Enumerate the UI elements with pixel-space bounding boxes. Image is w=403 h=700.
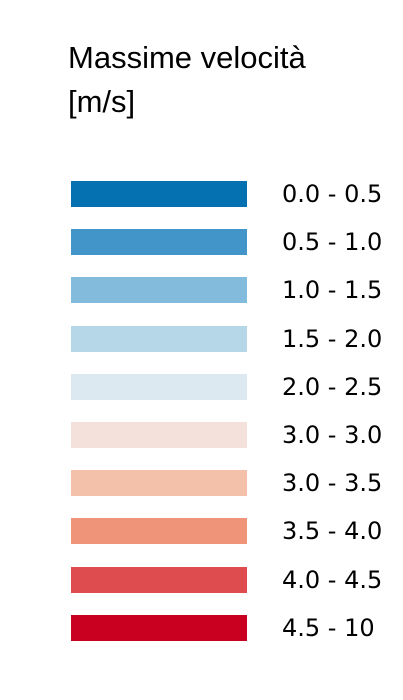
legend-list: 0.0 - 0.5 0.5 - 1.0 1.0 - 1.5 1.5 - 2.0 … xyxy=(71,175,401,657)
legend-swatch xyxy=(71,421,247,448)
legend-title-line-1: Massime velocità xyxy=(68,40,306,75)
legend-item: 0.0 - 0.5 xyxy=(71,175,401,223)
legend-swatch xyxy=(71,277,247,304)
legend-item: 4.0 - 4.5 xyxy=(71,561,401,609)
legend-item: 3.0 - 3.0 xyxy=(71,416,401,464)
legend-range-label: 2.0 - 2.5 xyxy=(282,372,383,401)
legend-title-line-2: [m/s] xyxy=(68,84,136,119)
legend-range-label: 4.5 - 10 xyxy=(282,613,375,642)
legend-swatch xyxy=(71,373,247,400)
legend-swatch xyxy=(71,614,247,641)
legend-swatch xyxy=(71,325,247,352)
legend-item: 2.0 - 2.5 xyxy=(71,368,401,416)
legend-range-label: 1.0 - 1.5 xyxy=(282,276,383,305)
legend-item: 3.5 - 4.0 xyxy=(71,512,401,560)
legend-swatch xyxy=(71,566,247,593)
legend-range-label: 4.0 - 4.5 xyxy=(282,565,383,594)
legend-swatch xyxy=(71,470,247,497)
legend-range-label: 0.5 - 1.0 xyxy=(282,228,383,257)
legend-range-label: 1.5 - 2.0 xyxy=(282,324,383,353)
legend-range-label: 3.0 - 3.0 xyxy=(282,420,383,449)
legend-item: 1.5 - 2.0 xyxy=(71,320,401,368)
legend-swatch xyxy=(71,229,247,256)
legend-range-label: 0.0 - 0.5 xyxy=(282,180,383,208)
legend-swatch xyxy=(71,518,247,545)
legend-title: Massime velocità [m/s] xyxy=(68,36,388,124)
legend-item: 4.5 - 10 xyxy=(71,609,401,657)
legend-item: 3.0 - 3.5 xyxy=(71,464,401,512)
legend-swatch xyxy=(71,181,247,207)
legend-item: 1.0 - 1.5 xyxy=(71,271,401,319)
legend-item: 0.5 - 1.0 xyxy=(71,223,401,271)
legend-range-label: 3.0 - 3.5 xyxy=(282,469,383,498)
legend-range-label: 3.5 - 4.0 xyxy=(282,517,383,546)
